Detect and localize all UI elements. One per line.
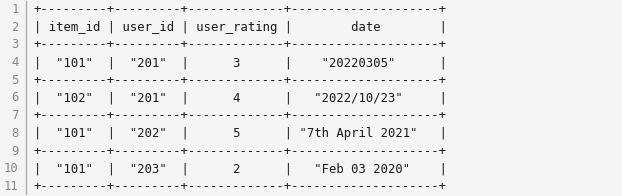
- Text: +---------+---------+-------------+--------------------+: +---------+---------+-------------+-----…: [34, 180, 447, 193]
- Text: 11: 11: [4, 180, 19, 193]
- Text: +---------+---------+-------------+--------------------+: +---------+---------+-------------+-----…: [34, 145, 447, 158]
- Text: 6: 6: [11, 92, 19, 104]
- Text: | item_id | user_id | user_rating |        date        |: | item_id | user_id | user_rating | date…: [34, 21, 447, 34]
- Text: 5: 5: [11, 74, 19, 87]
- Text: +---------+---------+-------------+--------------------+: +---------+---------+-------------+-----…: [34, 74, 447, 87]
- Text: 9: 9: [11, 145, 19, 158]
- Text: |  "101"  |  "201"  |      3      |    "20220305"      |: | "101" | "201" | 3 | "20220305" |: [34, 56, 447, 69]
- Text: 4: 4: [11, 56, 19, 69]
- Text: 8: 8: [11, 127, 19, 140]
- Text: +---------+---------+-------------+--------------------+: +---------+---------+-------------+-----…: [34, 3, 447, 16]
- Text: 7: 7: [11, 109, 19, 122]
- Text: |  "101"  |  "202"  |      5      | "7th April 2021"   |: | "101" | "202" | 5 | "7th April 2021" |: [34, 127, 447, 140]
- Text: 10: 10: [4, 162, 19, 175]
- Text: +---------+---------+-------------+--------------------+: +---------+---------+-------------+-----…: [34, 38, 447, 51]
- Text: |  "102"  |  "201"  |      4      |   "2022/10/23"     |: | "102" | "201" | 4 | "2022/10/23" |: [34, 92, 447, 104]
- Text: +---------+---------+-------------+--------------------+: +---------+---------+-------------+-----…: [34, 109, 447, 122]
- Text: 2: 2: [11, 21, 19, 34]
- Text: 1: 1: [11, 3, 19, 16]
- Text: 3: 3: [11, 38, 19, 51]
- Text: |  "101"  |  "203"  |      2      |   "Feb 03 2020"    |: | "101" | "203" | 2 | "Feb 03 2020" |: [34, 162, 447, 175]
